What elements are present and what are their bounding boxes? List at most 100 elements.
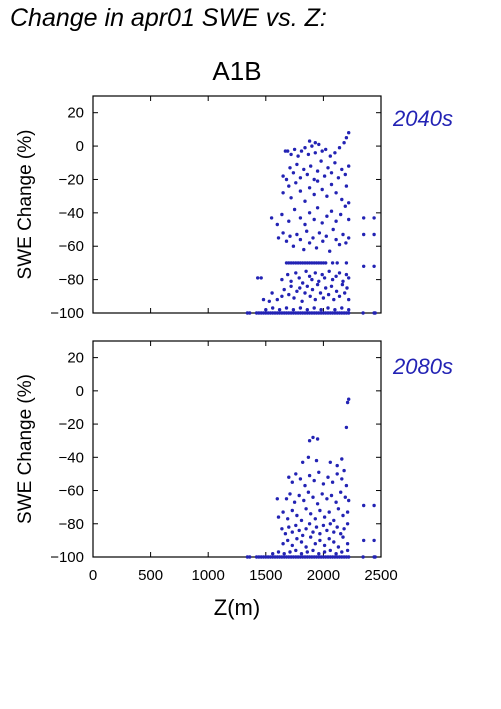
data-point bbox=[310, 277, 314, 282]
data-point bbox=[328, 154, 332, 158]
y-tick-labels: −100 −80 −60 −40 −20 0 20 bbox=[50, 350, 84, 566]
data-point bbox=[335, 261, 339, 265]
data-point bbox=[315, 282, 320, 287]
data-point bbox=[315, 206, 320, 210]
data-point bbox=[312, 192, 316, 197]
data-point bbox=[329, 209, 334, 213]
y-tick-label: −80 bbox=[59, 272, 84, 289]
data-point bbox=[337, 242, 342, 247]
data-point bbox=[329, 284, 334, 288]
data-point bbox=[303, 291, 307, 295]
data-point bbox=[342, 141, 346, 145]
data-point bbox=[306, 490, 311, 494]
data-point bbox=[313, 271, 317, 275]
data-point bbox=[281, 542, 285, 546]
data-point bbox=[328, 249, 332, 253]
data-point bbox=[276, 515, 281, 519]
data-point bbox=[333, 308, 337, 312]
data-point bbox=[299, 149, 304, 153]
data-point bbox=[303, 483, 307, 488]
data-point bbox=[288, 234, 292, 238]
data-point bbox=[347, 201, 351, 205]
data-point bbox=[339, 212, 343, 217]
data-point bbox=[307, 241, 312, 245]
data-point bbox=[312, 177, 316, 182]
data-point bbox=[292, 500, 297, 504]
data-point bbox=[307, 186, 312, 190]
data-point bbox=[276, 550, 281, 554]
data-point bbox=[284, 497, 289, 501]
data-point bbox=[276, 236, 281, 240]
data-point bbox=[298, 189, 303, 193]
data-point bbox=[303, 222, 307, 227]
axis-ticks bbox=[92, 96, 382, 314]
data-point bbox=[280, 212, 284, 217]
x-tick-label: 1500 bbox=[249, 567, 282, 584]
data-point bbox=[295, 162, 299, 167]
data-point bbox=[334, 552, 338, 556]
data-point bbox=[327, 510, 331, 514]
data-point bbox=[284, 177, 289, 182]
data-point bbox=[248, 311, 252, 315]
data-point bbox=[324, 286, 328, 290]
data-point bbox=[325, 497, 329, 501]
data-point bbox=[324, 261, 328, 265]
data-point bbox=[303, 199, 307, 203]
data-point bbox=[282, 552, 286, 556]
data-point bbox=[294, 181, 298, 185]
data-point bbox=[347, 217, 351, 222]
data-point bbox=[340, 167, 344, 172]
x-tick-label: 2000 bbox=[307, 567, 340, 584]
data-point bbox=[343, 495, 347, 499]
data-point bbox=[372, 538, 376, 543]
data-point bbox=[300, 299, 304, 303]
data-point bbox=[362, 232, 366, 237]
data-point bbox=[331, 227, 335, 232]
data-point bbox=[305, 550, 309, 554]
data-point bbox=[322, 276, 327, 280]
panel-2040s: −100 −80 −60 −40 −20 0 20 SWE Change (%) 2040s bbox=[15, 95, 453, 322]
data-point bbox=[334, 219, 338, 223]
data-point bbox=[291, 171, 296, 175]
data-point bbox=[289, 284, 293, 288]
data-point bbox=[291, 311, 296, 315]
data-point bbox=[271, 306, 275, 310]
data-point bbox=[290, 543, 294, 548]
data-point bbox=[347, 236, 351, 240]
data-point bbox=[299, 518, 304, 523]
data-point bbox=[318, 532, 322, 536]
data-point bbox=[294, 523, 298, 528]
data-point bbox=[297, 528, 301, 533]
data-point bbox=[298, 286, 302, 290]
data-point bbox=[305, 172, 309, 177]
data-point bbox=[317, 279, 321, 283]
data-point bbox=[311, 236, 315, 240]
data-point bbox=[314, 458, 319, 463]
data-point bbox=[281, 174, 285, 178]
data-point bbox=[298, 306, 303, 310]
data-point bbox=[340, 457, 344, 461]
data-point bbox=[344, 184, 349, 188]
data-point bbox=[286, 538, 290, 543]
data-point bbox=[321, 482, 326, 486]
data-point bbox=[288, 166, 292, 170]
plot-frame bbox=[92, 340, 382, 558]
data-point bbox=[315, 437, 320, 441]
data-point bbox=[325, 528, 329, 533]
data-point bbox=[315, 502, 320, 506]
data-point bbox=[326, 292, 331, 297]
data-point bbox=[317, 142, 321, 147]
data-point bbox=[305, 229, 309, 233]
data-points bbox=[245, 397, 377, 559]
data-point bbox=[334, 274, 338, 278]
data-point bbox=[343, 204, 347, 208]
data-point bbox=[341, 535, 345, 539]
panel-2080s: −100 −80 −60 −40 −20 0 20 0 500 1000 1500 2000 2500… bbox=[15, 340, 453, 584]
plot-frame bbox=[92, 95, 382, 314]
data-point bbox=[312, 478, 316, 483]
data-point bbox=[333, 151, 337, 155]
data-point bbox=[347, 131, 351, 135]
data-point bbox=[320, 221, 324, 225]
data-point bbox=[286, 517, 290, 521]
data-point bbox=[277, 308, 282, 312]
